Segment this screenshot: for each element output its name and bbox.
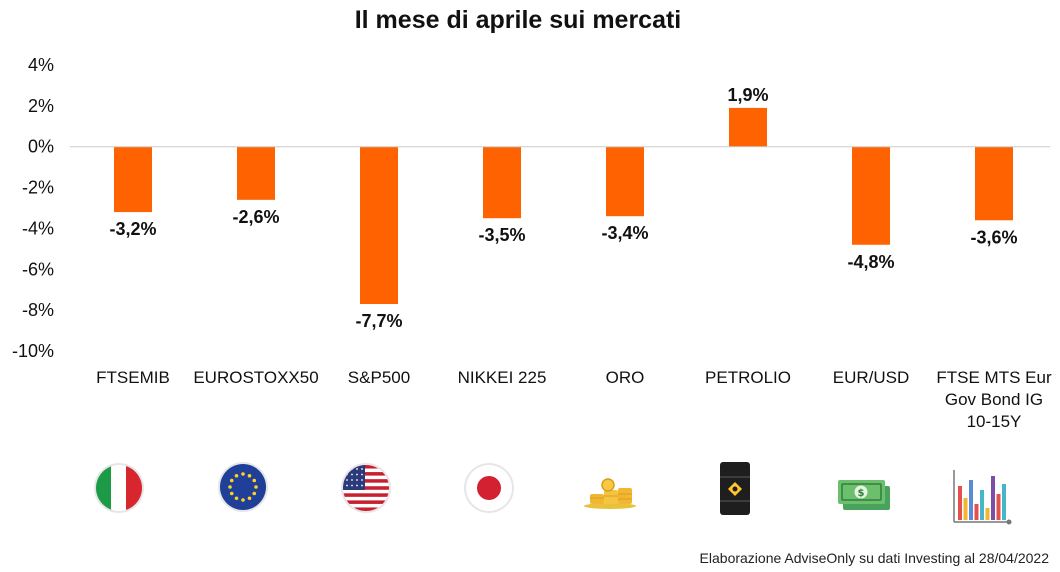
category-label: FTSEMIB bbox=[96, 368, 170, 387]
y-tick-label: -6% bbox=[22, 259, 54, 279]
data-label: -3,2% bbox=[109, 219, 156, 239]
y-tick-label: -8% bbox=[22, 300, 54, 320]
bar bbox=[729, 107, 767, 147]
y-tick-label: 4% bbox=[28, 55, 54, 75]
bar bbox=[237, 146, 275, 200]
data-labels: -3,2% -2,6% -7,7% -3,5% -3,4% 1,9% -4,8% -3,6% bbox=[109, 85, 1017, 331]
banknotes-icon: $ bbox=[838, 480, 890, 510]
y-tick-label: -4% bbox=[22, 218, 54, 238]
data-label: -3,4% bbox=[601, 223, 648, 243]
y-tick-label: -2% bbox=[22, 178, 54, 198]
bar bbox=[852, 146, 890, 245]
data-label: 1,9% bbox=[727, 85, 768, 105]
category-labels: FTSEMIB EUROSTOXX50 S&P500 NIKKEI 225 ORO PET… bbox=[96, 368, 1052, 431]
data-label: -3,5% bbox=[478, 225, 525, 245]
bars bbox=[114, 107, 1013, 305]
japan-flag-icon bbox=[464, 463, 514, 513]
bar-chart-icon bbox=[953, 470, 1012, 525]
category-label: ORO bbox=[606, 368, 645, 387]
data-label: -2,6% bbox=[232, 207, 279, 227]
y-tick-label: 0% bbox=[28, 137, 54, 157]
bar bbox=[360, 146, 398, 305]
category-label: FTSE MTS Eur bbox=[936, 368, 1052, 387]
chart-title: Il mese di aprile sui mercati bbox=[354, 6, 682, 34]
usa-flag-icon bbox=[341, 463, 391, 513]
source-note: Elaborazione AdviseOnly su dati Investin… bbox=[699, 550, 1049, 566]
bar bbox=[606, 146, 644, 217]
y-axis-ticks: 4% 2% 0% -2% -4% -6% -8% -10% bbox=[12, 55, 54, 361]
category-label: 10-15Y bbox=[967, 412, 1022, 431]
y-tick-label: 2% bbox=[28, 96, 54, 116]
italy-flag-icon bbox=[94, 463, 144, 513]
category-label: EUR/USD bbox=[833, 368, 910, 387]
bar bbox=[114, 146, 152, 213]
data-label: -4,8% bbox=[847, 252, 894, 272]
gold-coins-icon bbox=[584, 478, 636, 509]
bar bbox=[483, 146, 521, 219]
data-label: -7,7% bbox=[355, 311, 402, 331]
category-label: S&P500 bbox=[348, 368, 410, 387]
y-tick-label: -10% bbox=[12, 341, 54, 361]
data-label: -3,6% bbox=[970, 227, 1017, 247]
category-label: EUROSTOXX50 bbox=[193, 368, 318, 387]
category-label: Gov Bond IG bbox=[945, 390, 1043, 409]
oil-barrel-icon bbox=[720, 462, 750, 515]
category-label: PETROLIO bbox=[705, 368, 791, 387]
svg-text:$: $ bbox=[858, 488, 865, 499]
eu-flag-icon bbox=[218, 462, 268, 512]
bar bbox=[975, 146, 1013, 221]
category-label: NIKKEI 225 bbox=[458, 368, 547, 387]
